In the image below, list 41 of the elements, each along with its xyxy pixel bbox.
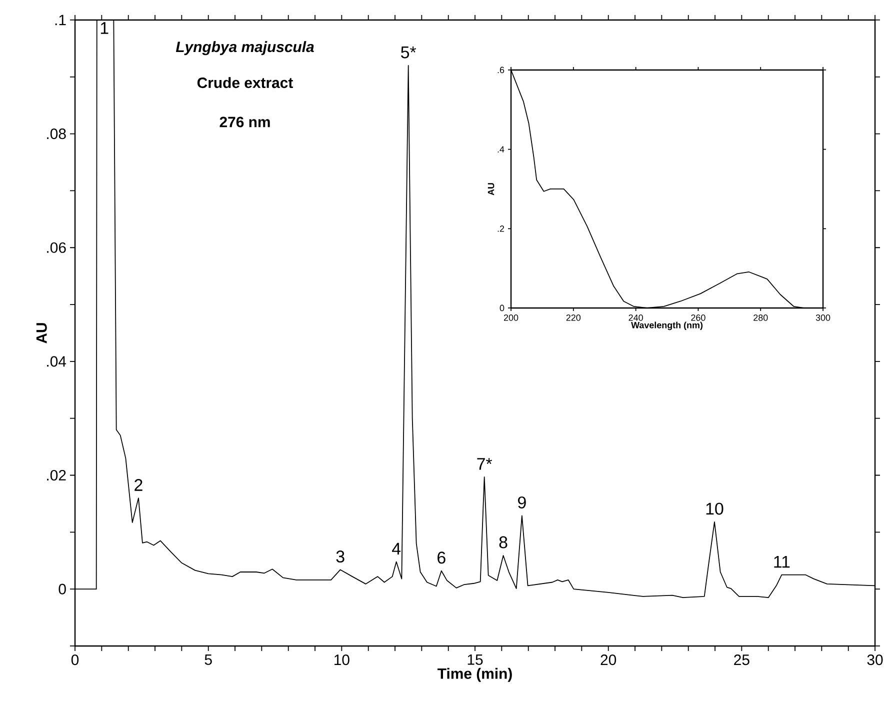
x-axis-title: Wavelength (nm) (631, 322, 703, 330)
annotation: 1 (100, 22, 108, 34)
y-axis-title: AU (488, 183, 494, 196)
y-tick-label: .08 (47, 128, 66, 140)
annotation: 4 (392, 542, 401, 555)
x-tick-label: 15 (468, 654, 483, 665)
x-axis-title: Time (min) (438, 668, 512, 682)
x-tick-label: 220 (566, 314, 581, 321)
x-tick-label: 5 (204, 654, 212, 665)
x-tick-label: 300 (816, 314, 830, 321)
x-tick-label: 280 (754, 314, 768, 321)
annotation: 7* (477, 458, 492, 470)
x-tick-label: 10 (334, 654, 350, 666)
x-tick-label: 30 (867, 654, 883, 666)
annotation: 10 (706, 502, 724, 515)
text: Crude extract (197, 77, 293, 88)
x-tick-label: 20 (600, 654, 616, 666)
x-tick-label: 240 (628, 314, 643, 321)
x-tick-label: 25 (734, 654, 750, 666)
y-tick-label: .6 (498, 66, 504, 74)
annotation: 276 nm (220, 116, 270, 128)
y-tick-label: 0 (58, 584, 66, 594)
annotation: 9 (518, 496, 526, 508)
y-tick-label: .4 (498, 146, 504, 152)
annotation: 6 (438, 552, 446, 564)
text: Lyngbya majuscula (176, 41, 314, 56)
annotation: 5* (401, 46, 416, 58)
y-axis-title: AU (36, 323, 47, 344)
y-tick-label: .04 (47, 356, 66, 367)
annotation: 8 (499, 536, 508, 548)
y-tick-label: .02 (47, 470, 66, 481)
y-tick-label: .06 (47, 242, 66, 253)
y-tick-label: .2 (498, 226, 504, 232)
y-tick-label: .1 (55, 14, 66, 26)
x-tick-label: 200 (504, 314, 518, 321)
x-tick-label: 260 (691, 314, 706, 321)
x-tick-label: 0 (71, 654, 79, 666)
annotation: 3 (336, 550, 344, 563)
annotation: 11 (774, 556, 790, 568)
annotation: 2 (134, 478, 142, 491)
y-tick-label: 0 (500, 304, 504, 312)
